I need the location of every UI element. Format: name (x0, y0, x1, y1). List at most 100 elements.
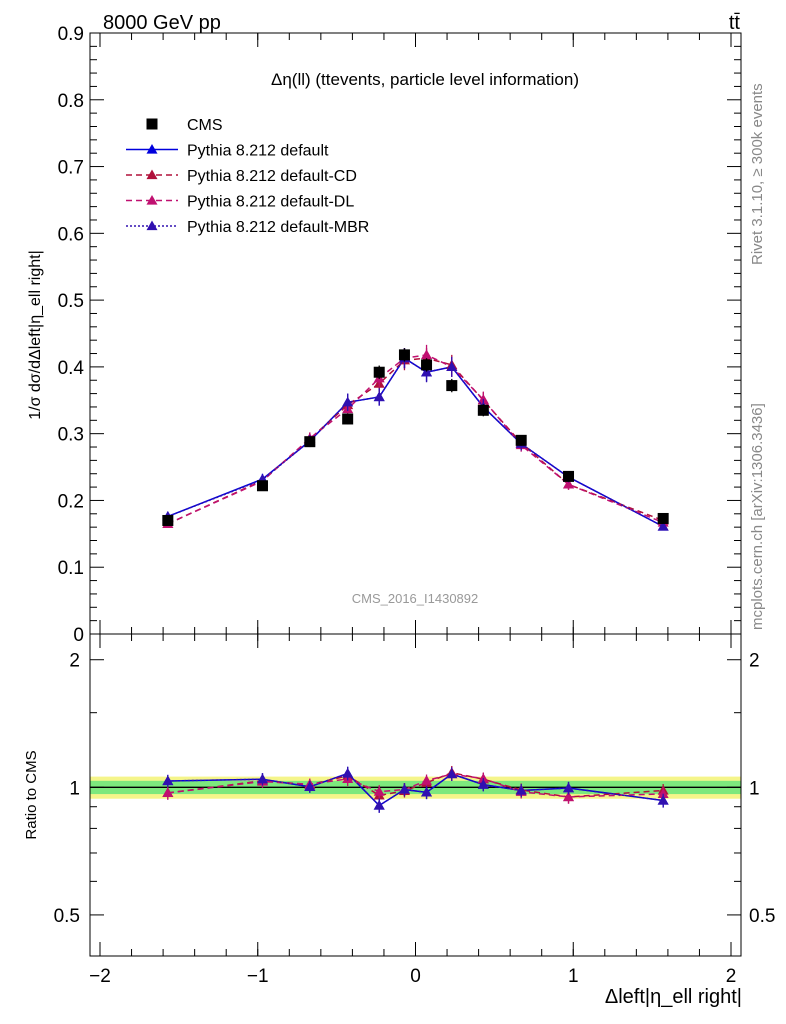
process-label: tt̄ (729, 12, 741, 34)
ratio-point (446, 768, 458, 779)
legend-label: Pythia 8.212 default-CD (187, 168, 357, 185)
ratio-y-tick-label: 0.5 (54, 906, 80, 927)
legend: CMS Pythia 8.212 default Pythia 8.212 defa… (126, 117, 369, 236)
legend-item: Pythia 8.212 default-MBR (126, 219, 369, 236)
ratio-point (162, 775, 174, 786)
data-point (342, 413, 354, 425)
data-point (421, 359, 433, 371)
ratio-panel: 0.5 0.5 1 1 2 2 −2 −1 0 1 2 Ratio to CMS Δleft|η_e… (23, 633, 775, 1008)
ratio-y-axis-title: Ratio to CMS (23, 750, 40, 839)
legend-label: Pythia 8.212 default-MBR (187, 219, 369, 236)
ratio-y-tick-label-right: 1 (749, 778, 760, 799)
main-panel: 0 0.1 0.2 0.3 0.4 0.5 0.6 0.7 0.8 0.9 Δη(ll) (tte… (27, 24, 742, 646)
legend-marker (146, 118, 158, 130)
ratio-point (342, 767, 354, 778)
y-tick-label: 0.4 (58, 358, 85, 379)
data-point (477, 404, 489, 416)
data-point (446, 380, 458, 392)
data-point (162, 514, 174, 526)
ratio-point (256, 773, 268, 784)
series-pythia-8-212-default-cd (162, 348, 669, 528)
ratio-y-tick-label-right: 2 (749, 651, 760, 672)
ratio-point (657, 788, 669, 799)
data-point (563, 470, 575, 482)
data-point (398, 349, 410, 361)
x-tick-label: 0 (410, 966, 421, 987)
ratio-point (373, 799, 385, 810)
ratio-series-pythia-8-212-default-mbr (162, 766, 669, 813)
y-axis-label: 1/σ dσ/dΔleft|η_ell right| (27, 250, 44, 420)
ratio-point (563, 791, 575, 802)
series-pythia-8-212-default (162, 348, 669, 531)
data-point (256, 480, 268, 492)
ratio-point (477, 773, 489, 783)
ratio-point (477, 779, 489, 789)
ratio-point (657, 794, 669, 805)
mcplots-label: mcplots.cern.ch [arXiv:1306.3436] (749, 403, 766, 630)
ratio-point (515, 784, 527, 795)
main-y-axis-title: 1/σ dσ/dΔleft|η_ell right| (27, 250, 44, 420)
y-tick-label: 0.2 (58, 491, 84, 512)
ratio-point (421, 786, 433, 797)
x-tick-label: −1 (247, 966, 269, 987)
legend-label: Pythia 8.212 default-DL (187, 194, 354, 211)
energy-label: 8000 GeV pp (103, 12, 221, 34)
ratio-series-layer (162, 765, 669, 813)
y-tick-label: 0.3 (58, 425, 84, 446)
data-point (421, 349, 433, 359)
ratio-point (373, 786, 385, 796)
legend-marker (146, 220, 158, 231)
series-line (167, 357, 664, 528)
data-point (657, 512, 669, 524)
main-title: Δη(ll) (ttevents, particle level informa… (271, 70, 579, 89)
data-point (657, 520, 669, 531)
series-pythia-8-212-default-mbr (162, 348, 669, 531)
data-point (304, 436, 316, 448)
y-tick-label: 0.5 (58, 291, 84, 312)
ratio-point (304, 781, 316, 791)
rivet-label: Rivet 3.1.10, ≥ 300k events (749, 83, 766, 265)
x-tick-label: −2 (89, 966, 111, 987)
ratio-y-tick-label: 1 (69, 778, 80, 799)
x-tick-label: 1 (568, 966, 579, 987)
ratio-point (421, 775, 433, 785)
data-point (373, 366, 385, 378)
data-point (515, 434, 527, 446)
x-tick-label: 2 (726, 966, 737, 987)
ratio-line (167, 773, 664, 798)
y-tick-label: 0.1 (58, 558, 84, 579)
data-point (373, 391, 385, 402)
ratio-line (167, 772, 664, 807)
main-axis-ticks: 0 0.1 0.2 0.3 0.4 0.5 0.6 0.7 0.8 0.9 (58, 24, 741, 646)
ratio-point (563, 782, 575, 793)
data-point (446, 361, 458, 372)
main-series-layer (162, 344, 669, 531)
y-tick-label: 0.7 (58, 158, 84, 179)
y-tick-label: 0.9 (58, 24, 84, 45)
ratio-point (162, 787, 174, 798)
x-axis-label: Δleft|η_ell right| (605, 986, 742, 1008)
data-point (563, 478, 575, 489)
legend-item: Pythia 8.212 default-DL (126, 194, 354, 211)
ratio-y-tick-label: 2 (69, 651, 80, 672)
y-tick-label: 0 (73, 625, 84, 646)
analysis-watermark: CMS_2016_I1430892 (352, 591, 479, 606)
ratio-point (398, 784, 410, 794)
data-point (477, 394, 489, 404)
series-line (167, 354, 664, 525)
legend-item: Pythia 8.212 default-CD (126, 168, 357, 185)
series-line (167, 357, 664, 525)
ratio-y-label: Ratio to CMS (23, 750, 40, 839)
y-tick-label: 0.6 (58, 224, 84, 245)
legend-marker (146, 169, 158, 180)
series-pythia-8-212-default-dl (162, 344, 669, 528)
legend-item: Pythia 8.212 default (126, 143, 329, 160)
legend-marker (146, 195, 158, 205)
legend-marker (146, 144, 158, 154)
legend-label: Pythia 8.212 default (187, 143, 329, 160)
y-tick-label: 0.8 (58, 91, 84, 112)
series-line (167, 357, 664, 528)
ratio-axis-ticks: 0.5 0.5 1 1 2 2 −2 −1 0 1 2 (54, 634, 775, 987)
legend-item: CMS (146, 117, 223, 134)
